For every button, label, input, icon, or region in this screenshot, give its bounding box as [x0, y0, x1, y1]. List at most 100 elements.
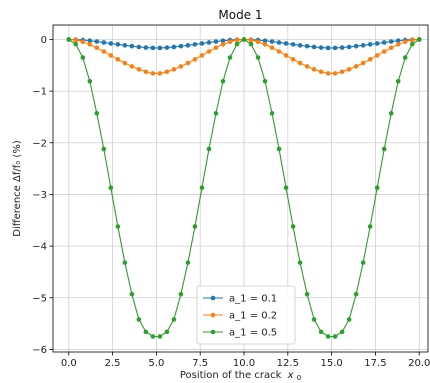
data-point: [367, 42, 373, 47]
data-point: [360, 43, 366, 48]
data-point: [227, 55, 233, 60]
data-point: [374, 185, 380, 191]
data-point: [178, 43, 184, 49]
y-tick-label: 0: [41, 35, 47, 46]
data-point: [213, 39, 219, 44]
x-tick-label: 2.5: [105, 358, 121, 369]
data-point: [416, 37, 422, 42]
legend-entry: a_1 = 0.5: [203, 328, 277, 339]
data-point: [374, 41, 380, 46]
data-point: [269, 111, 275, 116]
legend-box: [196, 285, 296, 345]
legend-marker: [210, 312, 216, 318]
legend-marker: [210, 295, 216, 301]
data-point: [241, 37, 247, 42]
data-point: [297, 260, 303, 265]
data-point: [402, 39, 408, 45]
data-point: [108, 53, 114, 58]
data-point: [80, 39, 86, 45]
data-point: [325, 334, 331, 339]
data-point: [115, 57, 121, 62]
data-point: [143, 69, 149, 75]
data-point: [143, 45, 149, 50]
data-point: [276, 146, 282, 152]
data-point: [143, 329, 149, 335]
data-point: [206, 146, 212, 152]
data-point: [178, 291, 184, 297]
data-point: [395, 42, 401, 47]
data-point: [192, 42, 198, 47]
data-point: [290, 42, 296, 47]
data-point: [255, 39, 261, 45]
data-point: [220, 42, 226, 47]
y-tick-label: −1: [32, 87, 47, 98]
plot-frame: [52, 24, 429, 353]
data-point: [220, 38, 226, 44]
data-point: [157, 45, 163, 51]
series-layer: [66, 37, 422, 339]
x-tick-label: 7.5: [192, 358, 208, 369]
data-point: [178, 64, 184, 69]
data-point: [353, 43, 359, 49]
data-point: [206, 40, 212, 45]
data-point: [108, 185, 114, 191]
data-point: [269, 39, 275, 44]
series-3: [66, 37, 422, 339]
data-point: [213, 45, 219, 51]
data-point: [199, 185, 205, 191]
data-point: [171, 317, 177, 322]
data-point: [374, 53, 380, 58]
data-point: [297, 60, 303, 66]
data-point: [346, 67, 352, 72]
data-point: [122, 260, 128, 265]
data-point: [381, 40, 387, 45]
data-point: [73, 37, 79, 43]
data-point: [269, 45, 275, 51]
data-point: [255, 55, 261, 60]
data-point: [318, 69, 324, 75]
data-point: [185, 60, 191, 66]
data-point: [199, 53, 205, 58]
data-point: [402, 55, 408, 60]
data-point: [234, 37, 240, 43]
y-axis-ticks: 0 −1 −2 −3 −4 −5 −6: [32, 35, 53, 356]
data-point: [206, 49, 212, 54]
data-point: [353, 64, 359, 69]
legend-label: a_1 = 0.2: [229, 311, 277, 322]
data-point: [297, 43, 303, 48]
data-point: [136, 67, 142, 72]
legend: a_1 = 0.1 a_1 = 0.2 a_1 = 0.5: [196, 285, 296, 345]
y-tick-label: −6: [32, 345, 47, 356]
data-point: [360, 60, 366, 66]
data-point: [409, 37, 415, 43]
data-point: [87, 79, 93, 84]
data-point: [360, 260, 366, 265]
data-point: [185, 43, 191, 48]
data-point: [192, 57, 198, 62]
data-point: [367, 224, 373, 229]
y-tick-label: −2: [32, 138, 47, 149]
data-point: [325, 45, 331, 51]
data-point: [332, 45, 338, 51]
data-point: [108, 41, 114, 46]
data-point: [304, 64, 310, 69]
data-point: [94, 111, 100, 116]
data-point: [171, 44, 177, 50]
x-tick-label: 17.5: [364, 358, 386, 369]
data-point: [262, 79, 268, 84]
data-point: [395, 79, 401, 84]
data-point: [129, 291, 135, 297]
data-point: [388, 45, 394, 51]
legend-entry: a_1 = 0.1: [203, 294, 277, 305]
data-point: [164, 329, 170, 335]
x-tick-label: 15.0: [320, 358, 342, 369]
data-point: [311, 317, 317, 322]
y-axis-label: Difference Δf/f₀ (%): [12, 140, 23, 237]
data-point: [185, 260, 191, 265]
x-axis-label-symbol: x: [287, 370, 294, 381]
x-tick-label: 0.0: [61, 358, 77, 369]
data-point: [122, 43, 128, 48]
data-point: [339, 329, 345, 335]
data-point: [339, 69, 345, 75]
data-point: [101, 146, 107, 152]
